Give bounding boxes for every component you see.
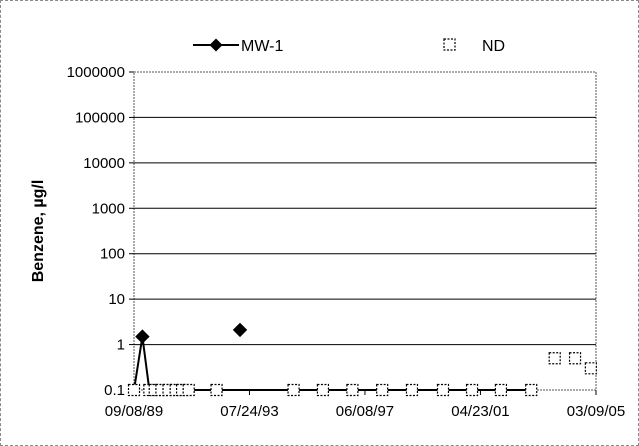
legend-square-marker	[443, 38, 456, 51]
nd-point	[210, 383, 223, 397]
nd-point	[316, 383, 330, 397]
nd-point	[127, 383, 141, 397]
nd-point	[436, 383, 450, 397]
mw-1-point	[135, 329, 150, 344]
nd-point	[548, 352, 561, 365]
x-tick-label: 03/09/05	[567, 403, 625, 420]
y-tick-label: 1000	[92, 200, 125, 217]
nd-point	[525, 383, 538, 397]
x-tick-label: 09/08/89	[105, 403, 163, 420]
nd-point	[584, 362, 597, 375]
legend-item-nd: ND	[443, 38, 505, 55]
y-tick-label: 1000000	[67, 64, 125, 81]
plot-area-border	[133, 71, 597, 391]
legend-diamond-marker	[209, 38, 223, 52]
nd-point	[494, 383, 508, 397]
y-axis-title: Benzene, µg/l	[30, 180, 47, 283]
x-tick-label: 07/24/93	[220, 403, 278, 420]
nd-point	[346, 383, 359, 397]
nd-point	[169, 383, 182, 397]
legend: MW-1 ND	[193, 38, 505, 55]
nd-point	[175, 383, 189, 397]
y-tick-label: 0.1	[104, 382, 125, 399]
nd-point	[405, 383, 419, 397]
legend-item-mw-1: MW-1	[193, 38, 283, 55]
x-tick-label: 04/23/01	[451, 403, 509, 420]
y-tick-label: 1	[117, 337, 125, 354]
x-tick-label: 06/08/97	[336, 403, 394, 420]
legend-label-nd: ND	[482, 38, 505, 55]
y-tick-label: 10	[108, 291, 125, 308]
nd-point	[155, 383, 168, 397]
legend-label-mw-1: MW-1	[241, 38, 283, 55]
nd-point	[148, 383, 161, 397]
plot-layer: 0.1 1 10 100 1000 10000 100000 1000000 09/08/89 0…	[67, 64, 626, 420]
nd-point	[465, 383, 479, 397]
y-tick-label: 10000	[83, 155, 125, 172]
nd-point	[162, 383, 175, 397]
nd-point	[287, 383, 300, 397]
nd-point	[182, 383, 195, 397]
nd-point	[376, 383, 389, 397]
y-tick-label: 100	[100, 246, 125, 263]
y-tick-label: 100000	[75, 109, 125, 126]
mw-1-point	[232, 322, 248, 338]
nd-point	[568, 352, 582, 365]
